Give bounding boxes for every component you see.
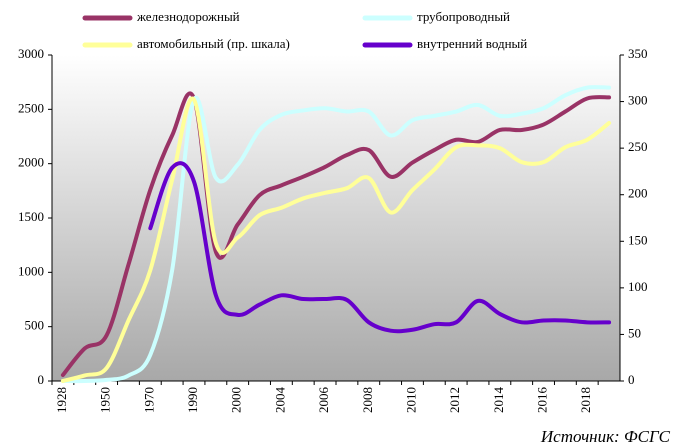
plot-area bbox=[52, 55, 620, 381]
y-tick-label: 2500 bbox=[18, 100, 44, 115]
series-line bbox=[60, 91, 612, 378]
x-tick-label: 1950 bbox=[98, 387, 113, 413]
x-tick-label: 2008 bbox=[360, 387, 375, 413]
y2-tick-label: 100 bbox=[628, 279, 648, 294]
y-tick-label: 500 bbox=[25, 318, 45, 333]
x-tick-label: 2014 bbox=[491, 387, 506, 414]
x-tick-label: 2006 bbox=[316, 387, 331, 414]
y2-tick-label: 150 bbox=[628, 232, 648, 247]
series-line bbox=[60, 96, 612, 383]
x-tick-label: 1990 bbox=[185, 387, 200, 413]
y-tick-label: 1000 bbox=[18, 263, 44, 278]
y2-tick-label: 50 bbox=[628, 325, 641, 340]
series-line bbox=[60, 85, 612, 384]
y-tick-label: 1500 bbox=[18, 209, 44, 224]
legend-label: железнодорожный bbox=[136, 9, 240, 24]
legend-label: трубопроводный bbox=[417, 9, 510, 24]
y-tick-label: 0 bbox=[38, 372, 45, 387]
legend-label: автомобильный (пр. шкала) bbox=[137, 36, 290, 51]
x-tick-label: 1928 bbox=[54, 387, 69, 413]
y2-tick-label: 0 bbox=[628, 372, 635, 387]
x-tick-label: 2012 bbox=[447, 387, 462, 413]
x-tick-label: 2000 bbox=[229, 387, 244, 413]
y-tick-label: 2000 bbox=[18, 155, 44, 170]
x-tick-label: 2018 bbox=[578, 387, 593, 413]
y2-tick-label: 300 bbox=[628, 93, 648, 108]
y2-tick-label: 250 bbox=[628, 139, 648, 154]
x-tick-label: 2010 bbox=[403, 387, 418, 413]
x-tick-label: 1970 bbox=[141, 387, 156, 413]
series-line bbox=[148, 161, 612, 334]
source: Источник: ФСГС bbox=[540, 427, 671, 446]
x-tick-label: 2016 bbox=[535, 387, 550, 414]
y-tick-label: 3000 bbox=[18, 46, 44, 61]
x-tick-label: 2004 bbox=[272, 387, 287, 414]
legend-label: внутренний водный bbox=[417, 36, 527, 51]
y2-tick-label: 200 bbox=[628, 186, 648, 201]
y2-tick-label: 350 bbox=[628, 46, 648, 61]
